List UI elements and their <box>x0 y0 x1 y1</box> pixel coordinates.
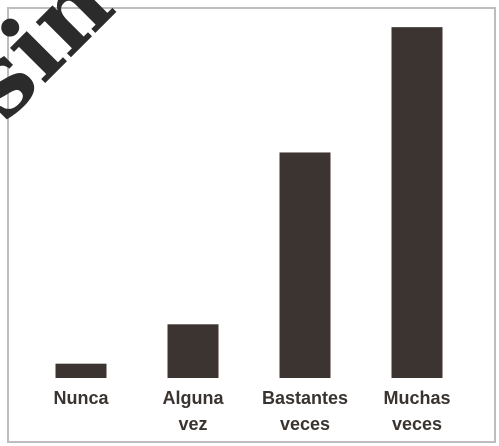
x-tick-label-0: Nunca <box>53 388 109 408</box>
watermark-logo: sin <box>0 0 134 140</box>
x-tick-label-line: Nunca <box>53 388 109 408</box>
x-tick-labels: Nunca Alguna vez Bastantes veces Muchas veces <box>53 388 450 434</box>
x-tick-label-1: Alguna vez <box>163 388 225 434</box>
x-tick-label-line: Bastantes <box>262 388 348 408</box>
x-tick-label-3: Muchas veces <box>383 388 450 434</box>
bar-3 <box>391 27 443 378</box>
x-tick-label-line: veces <box>392 414 442 434</box>
x-tick-label-line: Alguna <box>163 388 225 408</box>
bar-2 <box>279 152 331 378</box>
x-tick-label-line: Muchas <box>383 388 450 408</box>
x-tick-label-line: veces <box>280 414 330 434</box>
bar-0 <box>55 363 107 378</box>
x-tick-label-2: Bastantes veces <box>262 388 348 434</box>
bar-1 <box>167 324 219 378</box>
chart-frame <box>7 7 496 443</box>
x-tick-label-line: vez <box>178 414 207 434</box>
bars-group <box>55 27 443 378</box>
